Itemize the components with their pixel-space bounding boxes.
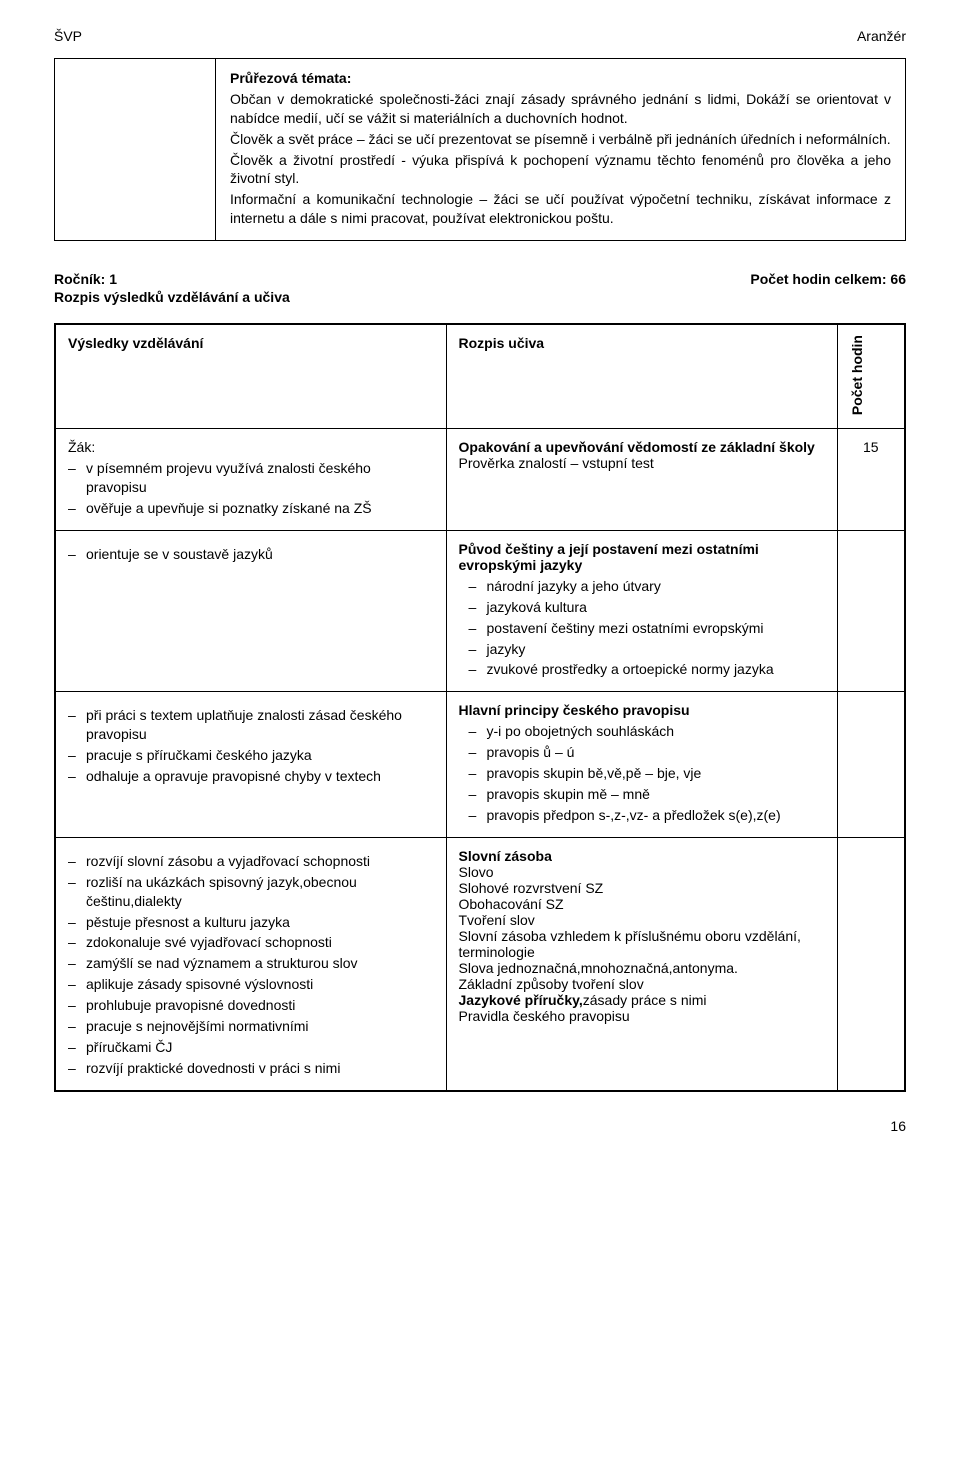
- box-p1: Občan v demokratické společnosti-žáci zn…: [230, 90, 891, 128]
- list-item: y-i po obojetných souhláskách: [459, 722, 825, 741]
- list-item: v písemném projevu využívá znalosti česk…: [68, 459, 434, 497]
- table-cell-outcomes: při práci s textem uplatňuje znalosti zá…: [55, 692, 446, 837]
- table-cell-hours: 15: [837, 429, 905, 531]
- list-item: pracuje s nejnovějšími normativními: [68, 1017, 434, 1036]
- page-number: 16: [54, 1118, 906, 1134]
- list-item: postavení češtiny mezi ostatními evropsk…: [459, 619, 825, 638]
- list-item: zdokonaluje své vyjadřovací schopnosti: [68, 933, 434, 952]
- list-item: rozliší na ukázkách spisovný jazyk,obecn…: [68, 873, 434, 911]
- box-p4: Informační a komunikační technologie – ž…: [230, 190, 891, 228]
- table-cell-outcomes: rozvíjí slovní zásobu a vyjadřovací scho…: [55, 837, 446, 1090]
- col-header-hours: Počet hodin: [837, 324, 905, 429]
- list-item: ověřuje a upevňuje si poznatky získané n…: [68, 499, 434, 518]
- list-item: odhaluje a opravuje pravopisné chyby v t…: [68, 767, 434, 786]
- list-item: pravopis skupin mě – mně: [459, 785, 825, 804]
- list-item: příručkami ČJ: [68, 1038, 434, 1057]
- table-cell-content: Hlavní principy českého pravopisuy-i po …: [446, 692, 837, 837]
- grade-label: Ročník: 1: [54, 271, 117, 287]
- list-item: jazyková kultura: [459, 598, 825, 617]
- total-hours: Počet hodin celkem: 66: [750, 271, 906, 287]
- list-item: prohlubuje pravopisné dovednosti: [68, 996, 434, 1015]
- header-right: Aranžér: [857, 28, 906, 44]
- table-cell-outcomes: orientuje se v soustavě jazyků: [55, 530, 446, 691]
- table-cell-content: Opakování a upevňování vědomostí ze zákl…: [446, 429, 837, 531]
- list-item: rozvíjí slovní zásobu a vyjadřovací scho…: [68, 852, 434, 871]
- list-item: národní jazyky a jeho útvary: [459, 577, 825, 596]
- col-header-outcomes: Výsledky vzdělávání: [55, 324, 446, 429]
- list-item: zvukové prostředky a ortoepické normy ja…: [459, 660, 825, 679]
- table-cell-outcomes: Žák:v písemném projevu využívá znalosti …: [55, 429, 446, 531]
- table-cell-hours: [837, 837, 905, 1090]
- table-cell-content: Původ češtiny a její postavení mezi osta…: [446, 530, 837, 691]
- box-title: Průřezová témata:: [230, 70, 351, 86]
- header-left: ŠVP: [54, 28, 82, 44]
- col-header-content: Rozpis učiva: [446, 324, 837, 429]
- cross-topics-box: Průřezová témata: Občan v demokratické s…: [54, 58, 906, 241]
- section-sub: Rozpis výsledků vzdělávání a učiva: [54, 289, 906, 305]
- list-item: pěstuje přesnost a kulturu jazyka: [68, 913, 434, 932]
- list-item: zamýšlí se nad významem a strukturou slo…: [68, 954, 434, 973]
- list-item: pravopis skupin bě,vě,pě – bje, vje: [459, 764, 825, 783]
- curriculum-table: Výsledky vzdělávání Rozpis učiva Počet h…: [54, 323, 906, 1092]
- list-item: pracuje s příručkami českého jazyka: [68, 746, 434, 765]
- box-p2: Člověk a svět práce – žáci se učí prezen…: [230, 130, 891, 149]
- list-item: pravopis ů – ú: [459, 743, 825, 762]
- list-item: rozvíjí praktické dovednosti v práci s n…: [68, 1059, 434, 1078]
- list-item: při práci s textem uplatňuje znalosti zá…: [68, 706, 434, 744]
- table-cell-hours: [837, 692, 905, 837]
- list-item: orientuje se v soustavě jazyků: [68, 545, 434, 564]
- list-item: aplikuje zásady spisovné výslovnosti: [68, 975, 434, 994]
- list-item: jazyky: [459, 640, 825, 659]
- list-item: pravopis předpon s-,z-,vz- a předložek s…: [459, 806, 825, 825]
- box-p3: Člověk a životní prostředí - výuka přisp…: [230, 151, 891, 189]
- table-cell-hours: [837, 530, 905, 691]
- table-cell-content: Slovní zásobaSlovoSlohové rozvrstvení SZ…: [446, 837, 837, 1090]
